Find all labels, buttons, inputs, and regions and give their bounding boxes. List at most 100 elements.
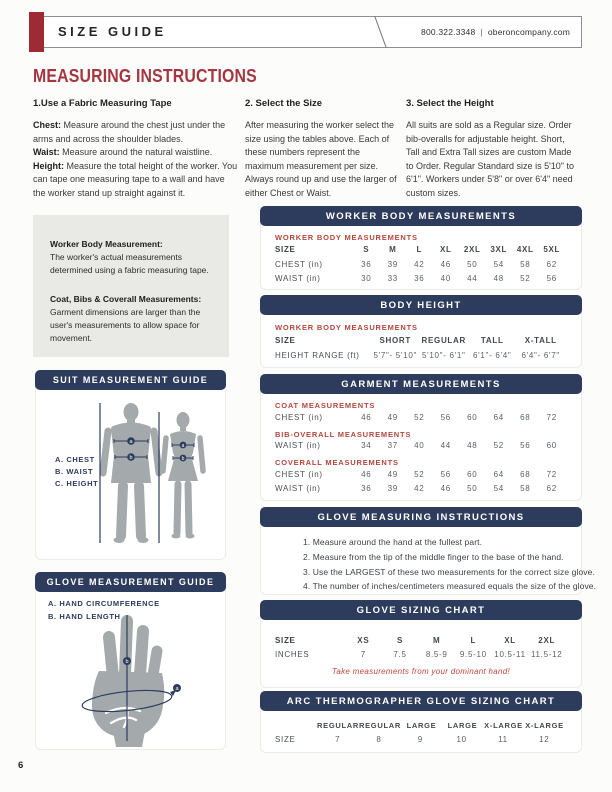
coverall-waist-cell: 39 xyxy=(387,484,398,493)
step-2-heading: 2. Select the Size xyxy=(245,98,323,109)
coverall-chest-cell: 60 xyxy=(467,470,478,479)
step-1-heading: 1.Use a Fabric Measuring Tape xyxy=(33,98,172,109)
circumference-arrowhead xyxy=(170,690,176,696)
glove-instruction-item: 2. Measure from the tip of the middle fi… xyxy=(303,552,564,562)
height-range-cell: 5'7"- 5'10" xyxy=(373,351,418,360)
coat-chest-cell: 49 xyxy=(387,413,398,422)
coverall-waist-cell: 36 xyxy=(361,484,372,493)
coat-bibs-coverall-heading: Coat, Bibs & Coverall Measurements: xyxy=(50,293,202,304)
size-label: SIZE xyxy=(275,636,296,645)
chest-value-cell: 42 xyxy=(414,260,425,269)
arc-size-header-cell: REGULAR xyxy=(358,721,401,730)
coverall-chest-row: CHEST (in) 46 49 52 56 60 64 68 72 xyxy=(275,470,565,479)
coverall-chest-cells: 46 49 52 56 60 64 68 72 xyxy=(353,470,565,479)
glove-size-cell: L xyxy=(470,636,477,645)
marker-a-female: a xyxy=(182,443,185,449)
glove-size-cell: M xyxy=(432,636,441,645)
male-silhouette xyxy=(99,403,163,543)
coverall-chest-cell: 72 xyxy=(546,470,557,479)
size-header-cell: 2XL xyxy=(463,245,481,254)
glove-instructions-card: GLOVE MEASURING INSTRUCTIONS 1. Measure … xyxy=(260,507,597,595)
glove-instruction-item: 4. The number of inches/centimeters meas… xyxy=(303,581,597,591)
glove-label-length: B. HAND LENGTH xyxy=(48,612,121,621)
glove-size-cell: XL xyxy=(504,636,516,645)
body-height-header: BODY HEIGHT xyxy=(260,295,582,315)
glove-inches-row: INCHES 7 7.5 8.5-9 9.5-10 10.5-11 11.5-12 xyxy=(275,650,565,659)
worker-chest-row: CHEST (in) 36 39 42 46 50 54 58 62 xyxy=(275,260,565,269)
arc-value-cells: 7 8 9 10 11 12 xyxy=(317,735,565,744)
body-height-range-row: HEIGHT RANGE (ft) 5'7"- 5'10" 5'10"- 6'1"… xyxy=(275,351,565,360)
coverall-waist-cell: 46 xyxy=(440,484,451,493)
chest-value-cell: 46 xyxy=(440,260,451,269)
coverall-waist-cell: 50 xyxy=(467,484,478,493)
chest-value-cell: 36 xyxy=(361,260,372,269)
glove-size-cells: XS S M L XL 2XL xyxy=(345,636,565,645)
waist-value-cell: 56 xyxy=(546,274,557,283)
suit-label-waist: B. WAIST xyxy=(55,467,94,476)
measure-markers: a b a b xyxy=(127,437,187,462)
height-size-cell: X-TALL xyxy=(524,336,557,345)
arc-glove-sizing-card: ARC THERMOGRAPHER GLOVE SIZING CHART REG… xyxy=(260,691,582,753)
hand-silhouette xyxy=(91,615,165,747)
coat-subhead: COAT MEASUREMENTS xyxy=(275,401,376,410)
arc-headers-row: REGULAR REGULAR LARGE LARGE X-LARGE X-LARGE xyxy=(275,721,565,730)
garment-measurements-card: GARMENT MEASUREMENTS COAT MEASUREMENTS C… xyxy=(260,374,582,501)
arc-glove-header: ARC THERMOGRAPHER GLOVE SIZING CHART xyxy=(260,691,582,711)
step-1-measuring-tape: 1.Use a Fabric Measuring Tape Chest: Mea… xyxy=(33,97,238,200)
glove-inches-cells: 7 7.5 8.5-9 9.5-10 10.5-11 11.5-12 xyxy=(345,650,565,659)
step-3-select-height: 3. Select the Height All suits are sold … xyxy=(406,97,578,200)
page-title: MEASURING INSTRUCTIONS xyxy=(33,66,257,86)
female-silhouette xyxy=(160,412,206,539)
garment-table-header: GARMENT MEASUREMENTS xyxy=(260,374,582,394)
size-header-cell: 4XL xyxy=(516,245,534,254)
coat-chest-row: CHEST (in) 46 49 52 56 60 64 68 72 xyxy=(275,413,565,422)
chest-label: Chest: xyxy=(33,120,62,131)
worker-table-header: WORKER BODY MEASUREMENTS xyxy=(260,206,582,226)
arc-size-header-cell: X-LARGE xyxy=(525,721,564,730)
coverall-subhead: COVERALL MEASUREMENTS xyxy=(275,458,399,467)
step-2-select-size: 2. Select the Size After measuring the w… xyxy=(245,97,398,200)
bib-waist-cell: 60 xyxy=(546,441,557,450)
coverall-waist-cells: 36 39 42 46 50 54 58 62 xyxy=(353,484,565,493)
waist-text: Measure around the natural waistline. xyxy=(59,147,213,158)
waist-value-cell: 44 xyxy=(467,274,478,283)
arc-size-row: SIZE 7 8 9 10 11 12 xyxy=(275,735,565,744)
waist-value-cell: 52 xyxy=(520,274,531,283)
worker-waist-cells: 30 33 36 40 44 48 52 56 xyxy=(353,274,565,283)
coverall-chest-cell: 52 xyxy=(414,470,425,479)
bib-waist-cell: 56 xyxy=(520,441,531,450)
header-phone: 800.322.3348 xyxy=(421,27,476,37)
coat-chest-cells: 46 49 52 56 60 64 68 72 xyxy=(353,413,565,422)
glove-inches-cell: 10.5-11 xyxy=(494,650,526,659)
waist-value-cell: 48 xyxy=(493,274,504,283)
worker-body-measurements-card: WORKER BODY MEASUREMENTS WORKER BODY MEA… xyxy=(260,206,582,290)
coat-chest-cell: 52 xyxy=(414,413,425,422)
arc-size-value-cell: 11 xyxy=(498,735,508,744)
height-size-cell: SHORT xyxy=(379,336,411,345)
arc-size-value-cell: 8 xyxy=(376,735,382,744)
glove-inches-cell: 9.5-10 xyxy=(459,650,487,659)
glove-sizing-card: GLOVE SIZING CHART SIZE XS S M L XL 2XL INCHE… xyxy=(260,600,582,688)
bib-waist-cell: 44 xyxy=(440,441,451,450)
body-height-size-row: SIZE SHORT REGULAR TALL X-TALL xyxy=(275,336,565,345)
dominant-hand-note: Take measurements from your dominant han… xyxy=(331,667,511,676)
header-website: oberoncompany.com xyxy=(487,27,570,37)
glove-label-circumference: A. HAND CIRCUMFERENCE xyxy=(48,599,160,608)
arc-size-value-cell: 9 xyxy=(417,735,423,744)
waist-label: Waist: xyxy=(33,147,60,158)
worker-body-measurement-heading: Worker Body Measurement: xyxy=(50,239,163,249)
chest-row-label: CHEST (in) xyxy=(275,470,323,479)
waist-row-label: WAIST (in) xyxy=(275,484,321,493)
worker-table-subhead: WORKER BODY MEASUREMENTS xyxy=(275,233,418,242)
brand-red-tab xyxy=(29,12,44,52)
coverall-chest-cell: 49 xyxy=(387,470,398,479)
bib-waist-cell: 52 xyxy=(493,441,504,450)
glove-size-cell: XS xyxy=(357,636,370,645)
coverall-chest-cell: 64 xyxy=(493,470,504,479)
worker-size-cells: S M L XL 2XL 3XL 4XL 5XL xyxy=(353,245,565,254)
height-range-cell: 6'1"- 6'4" xyxy=(473,351,512,360)
step-3-body: All suits are sold as a Regular size. Or… xyxy=(406,120,575,198)
page-number: 6 xyxy=(18,760,24,771)
glove-inches-cell: 7 xyxy=(360,650,366,659)
